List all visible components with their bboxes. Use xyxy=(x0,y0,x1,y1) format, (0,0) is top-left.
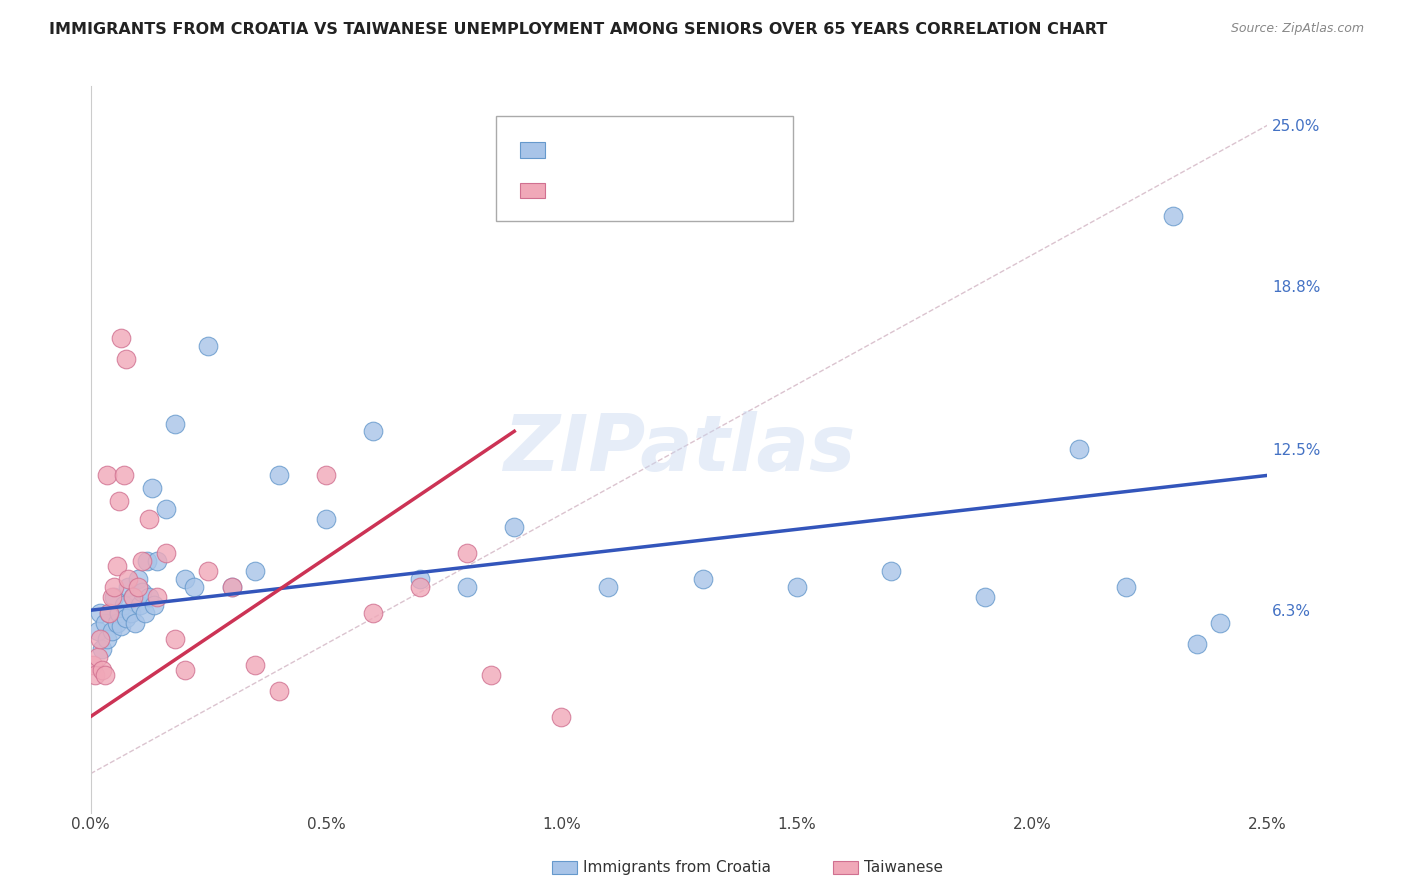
Point xyxy=(86,624,108,638)
Point xyxy=(138,512,160,526)
Text: Taiwanese: Taiwanese xyxy=(863,860,943,874)
Point xyxy=(143,598,166,612)
Point xyxy=(1115,580,1137,594)
Point xyxy=(1069,442,1091,457)
Point xyxy=(183,580,205,594)
Point xyxy=(165,632,187,646)
Point xyxy=(974,591,997,605)
Point xyxy=(598,580,620,594)
Text: R =: R = xyxy=(551,183,583,197)
Point xyxy=(173,663,195,677)
Point xyxy=(361,606,384,620)
Point xyxy=(786,580,808,594)
Point xyxy=(115,351,138,366)
Point xyxy=(103,580,125,594)
Point xyxy=(110,331,132,345)
Point xyxy=(692,572,714,586)
Text: R =: R = xyxy=(551,142,583,157)
Point xyxy=(409,580,432,594)
Text: Source: ZipAtlas.com: Source: ZipAtlas.com xyxy=(1230,22,1364,36)
Text: 49: 49 xyxy=(675,142,696,157)
Point xyxy=(197,565,219,579)
Point xyxy=(1185,637,1208,651)
Text: ZIPatlas: ZIPatlas xyxy=(503,411,855,487)
Point xyxy=(117,572,139,586)
Point xyxy=(103,591,125,605)
Point xyxy=(84,668,107,682)
Point xyxy=(197,339,219,353)
Point xyxy=(82,657,104,672)
Point xyxy=(96,632,118,646)
Point xyxy=(89,632,111,646)
Point xyxy=(267,683,290,698)
Point xyxy=(131,554,153,568)
Point xyxy=(131,585,153,599)
Point xyxy=(141,481,163,495)
Point xyxy=(101,591,124,605)
Point xyxy=(456,546,478,560)
Point xyxy=(112,468,135,483)
Point xyxy=(117,580,139,594)
Point xyxy=(110,619,132,633)
Point xyxy=(98,606,121,620)
Point xyxy=(108,606,131,620)
Point xyxy=(127,572,149,586)
Text: 34: 34 xyxy=(675,183,696,197)
Point xyxy=(267,468,290,483)
Point xyxy=(145,591,167,605)
Point xyxy=(880,565,903,579)
Point xyxy=(127,580,149,594)
Point xyxy=(245,657,267,672)
Point xyxy=(1209,616,1232,631)
Point xyxy=(112,598,135,612)
Point xyxy=(134,606,156,620)
Point xyxy=(89,606,111,620)
Point xyxy=(456,580,478,594)
Point xyxy=(145,554,167,568)
Point xyxy=(1163,209,1185,223)
Point xyxy=(409,572,432,586)
Point xyxy=(96,468,118,483)
Point xyxy=(550,709,572,723)
Text: N =: N = xyxy=(636,183,679,197)
Point xyxy=(138,591,160,605)
Point xyxy=(105,616,128,631)
Point xyxy=(361,425,384,439)
Point xyxy=(86,649,108,664)
Text: Immigrants from Croatia: Immigrants from Croatia xyxy=(583,860,770,874)
Point xyxy=(98,606,121,620)
Point xyxy=(93,668,115,682)
Point xyxy=(155,502,177,516)
Point xyxy=(503,520,526,534)
Point xyxy=(91,642,114,657)
Point xyxy=(221,580,243,594)
Point xyxy=(122,591,145,605)
Point xyxy=(136,554,159,568)
Point xyxy=(124,616,146,631)
Point xyxy=(108,494,131,508)
Point xyxy=(101,624,124,638)
Text: 0.190: 0.190 xyxy=(579,142,627,157)
Point xyxy=(129,598,152,612)
Point xyxy=(120,606,142,620)
Point xyxy=(93,616,115,631)
Point xyxy=(479,668,502,682)
Text: N =: N = xyxy=(636,142,679,157)
Point xyxy=(245,565,267,579)
Point xyxy=(155,546,177,560)
Point xyxy=(221,580,243,594)
Point xyxy=(115,611,138,625)
Point xyxy=(315,512,337,526)
Point xyxy=(105,559,128,574)
Point xyxy=(91,663,114,677)
Text: IMMIGRANTS FROM CROATIA VS TAIWANESE UNEMPLOYMENT AMONG SENIORS OVER 65 YEARS CO: IMMIGRANTS FROM CROATIA VS TAIWANESE UNE… xyxy=(49,22,1108,37)
Text: 0.386: 0.386 xyxy=(579,183,627,197)
Point xyxy=(315,468,337,483)
Point xyxy=(122,591,145,605)
Point xyxy=(165,417,187,431)
Point xyxy=(173,572,195,586)
